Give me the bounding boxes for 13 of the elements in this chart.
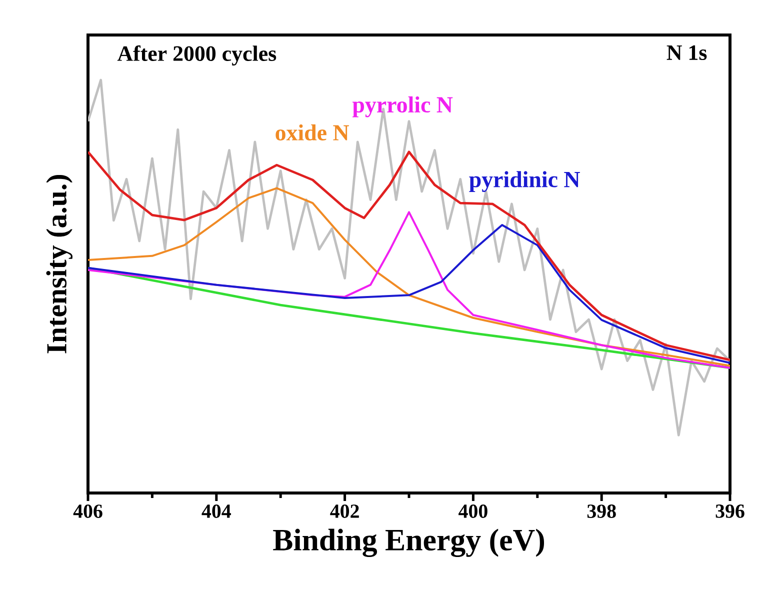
x-tick-label: 402	[330, 504, 359, 518]
x-tick-label: 404	[202, 504, 231, 518]
text: pyrrolic N	[352, 96, 453, 118]
text: After 2000 cycles	[117, 45, 276, 66]
x-tick-label: 396	[716, 504, 744, 518]
text: pyridinic N	[469, 171, 580, 192]
y-axis-title: Intensity (a.u.)	[46, 175, 72, 354]
x-tick-label: 406	[73, 504, 102, 518]
x-tick-label: 398	[587, 504, 616, 518]
x-axis-title: Binding Energy (eV)	[273, 528, 544, 558]
x-tick-label: 400	[458, 504, 488, 518]
text: oxide N	[276, 124, 349, 141]
text: N 1s	[666, 45, 707, 60]
